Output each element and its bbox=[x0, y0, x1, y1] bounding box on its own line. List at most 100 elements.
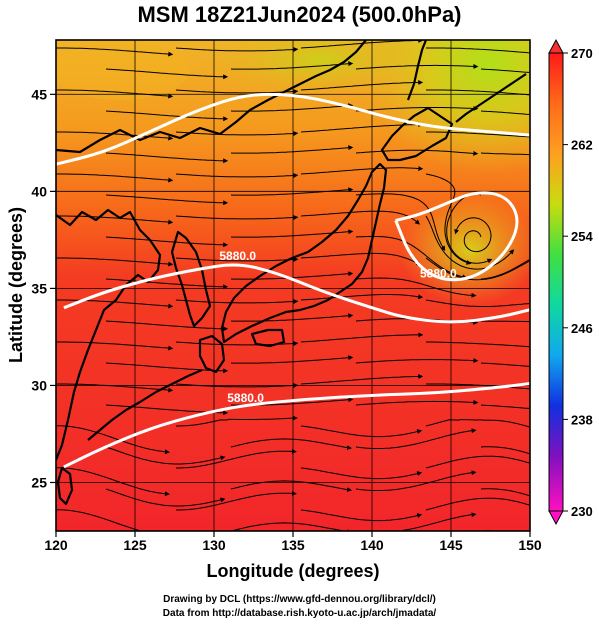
colorbar-scale bbox=[548, 52, 564, 512]
streamline bbox=[425, 455, 530, 469]
coastlines bbox=[56, 40, 527, 506]
y-tick-label: 30 bbox=[31, 377, 47, 393]
streamline bbox=[105, 68, 229, 80]
x-tick-label: 135 bbox=[281, 537, 305, 553]
streamline bbox=[230, 313, 354, 322]
streamline bbox=[56, 215, 174, 225]
streamline bbox=[175, 46, 299, 52]
streamline bbox=[300, 40, 424, 49]
x-axis-label: Longitude (degrees) bbox=[206, 561, 379, 581]
contour-line bbox=[63, 263, 530, 324]
colorbar: 270 262 254 246 238 230 bbox=[548, 38, 593, 526]
contour-line bbox=[56, 92, 530, 166]
streamline bbox=[176, 490, 297, 511]
streamline bbox=[480, 258, 530, 280]
colorbar-tick-label: 246 bbox=[571, 321, 593, 336]
streamline bbox=[300, 166, 424, 175]
footer-credit-drawing: Drawing by DCL (https://www.gfd-dennou.o… bbox=[163, 594, 436, 605]
y-tick-label: 45 bbox=[31, 86, 47, 102]
streamline bbox=[355, 428, 477, 449]
x-tick-label: 130 bbox=[202, 537, 226, 553]
streamline bbox=[454, 217, 492, 253]
streamline bbox=[300, 425, 423, 438]
colorbar-tick-label: 254 bbox=[571, 229, 593, 244]
streamline bbox=[56, 425, 170, 455]
streamline bbox=[300, 509, 423, 522]
streamline bbox=[480, 152, 530, 156]
streamline bbox=[480, 404, 530, 410]
streamline bbox=[355, 106, 479, 112]
colorbar-tick-label: 262 bbox=[571, 138, 593, 153]
streamline bbox=[175, 172, 299, 178]
streamline bbox=[355, 149, 479, 156]
contour-label: 5880.0 bbox=[227, 391, 264, 405]
map-figure: 5880.0 5880.0 5880.0 120 125 130 135 140 145 150… bbox=[6, 38, 593, 581]
coastline-russia bbox=[56, 40, 367, 154]
x-axis-ticks: 120 125 130 135 140 145 150 bbox=[44, 531, 542, 553]
streamline bbox=[300, 294, 424, 301]
colorbar-max-arrow bbox=[548, 38, 564, 54]
streamline bbox=[425, 173, 472, 265]
coastline-taiwan bbox=[56, 466, 74, 506]
streamline bbox=[425, 215, 515, 270]
streamline bbox=[300, 210, 420, 225]
grid-lines bbox=[56, 40, 530, 531]
colorbar-tick-label: 270 bbox=[571, 46, 593, 61]
streamline bbox=[480, 68, 530, 74]
height-contours: 5880.0 5880.0 5880.0 bbox=[56, 92, 530, 469]
streamline bbox=[230, 103, 354, 112]
streamline bbox=[355, 193, 446, 252]
y-tick-label: 40 bbox=[31, 183, 47, 199]
coastline-ryukyu bbox=[87, 368, 203, 441]
streamline bbox=[175, 298, 299, 304]
streamline bbox=[175, 88, 299, 94]
streamline bbox=[105, 110, 229, 122]
streamline bbox=[425, 497, 530, 511]
streamline bbox=[230, 522, 352, 531]
streamline bbox=[175, 214, 299, 220]
colorbar-tick-label: 230 bbox=[571, 504, 593, 519]
streamline bbox=[176, 415, 298, 427]
streamline bbox=[175, 256, 299, 262]
streamline bbox=[300, 373, 424, 385]
streamline bbox=[300, 122, 424, 133]
streamline bbox=[355, 358, 479, 364]
streamline bbox=[425, 418, 530, 428]
streamline bbox=[300, 467, 423, 480]
x-tick-label: 145 bbox=[439, 537, 463, 553]
streamline bbox=[56, 509, 143, 531]
streamline bbox=[176, 448, 297, 469]
streamline bbox=[56, 299, 174, 309]
x-tick-label: 140 bbox=[360, 537, 384, 553]
page-title: MSM 18Z21Jun2024 (500.0hPa) bbox=[137, 2, 462, 27]
coastline-shikoku bbox=[250, 328, 286, 348]
streamline bbox=[355, 235, 468, 280]
streamline bbox=[105, 236, 229, 248]
streamline bbox=[230, 61, 354, 70]
streamline bbox=[105, 446, 226, 465]
streamline bbox=[426, 131, 530, 138]
coastline-china-north bbox=[56, 208, 162, 461]
streamline bbox=[175, 130, 299, 136]
coastline-kurils bbox=[455, 73, 527, 123]
streamline bbox=[105, 152, 229, 164]
coastline-honshu bbox=[220, 162, 388, 344]
streamline bbox=[300, 252, 422, 266]
x-tick-label: 120 bbox=[44, 537, 68, 553]
footer-credit-data: Data from http://database.rish.kyoto-u.a… bbox=[162, 608, 437, 619]
streamline bbox=[230, 480, 352, 493]
streamline bbox=[105, 320, 229, 332]
streamline bbox=[356, 512, 477, 531]
streamline bbox=[480, 320, 530, 323]
streamline bbox=[355, 63, 479, 70]
streamline bbox=[425, 257, 530, 281]
streamline bbox=[56, 47, 174, 57]
coastline-hokkaido bbox=[380, 106, 454, 162]
streamline bbox=[230, 438, 352, 451]
coastline-sakhalin bbox=[406, 40, 428, 101]
streamline bbox=[426, 341, 530, 348]
contour-line bbox=[394, 191, 519, 282]
streamline bbox=[300, 79, 424, 91]
streamline bbox=[480, 446, 530, 455]
x-tick-label: 150 bbox=[518, 537, 542, 553]
